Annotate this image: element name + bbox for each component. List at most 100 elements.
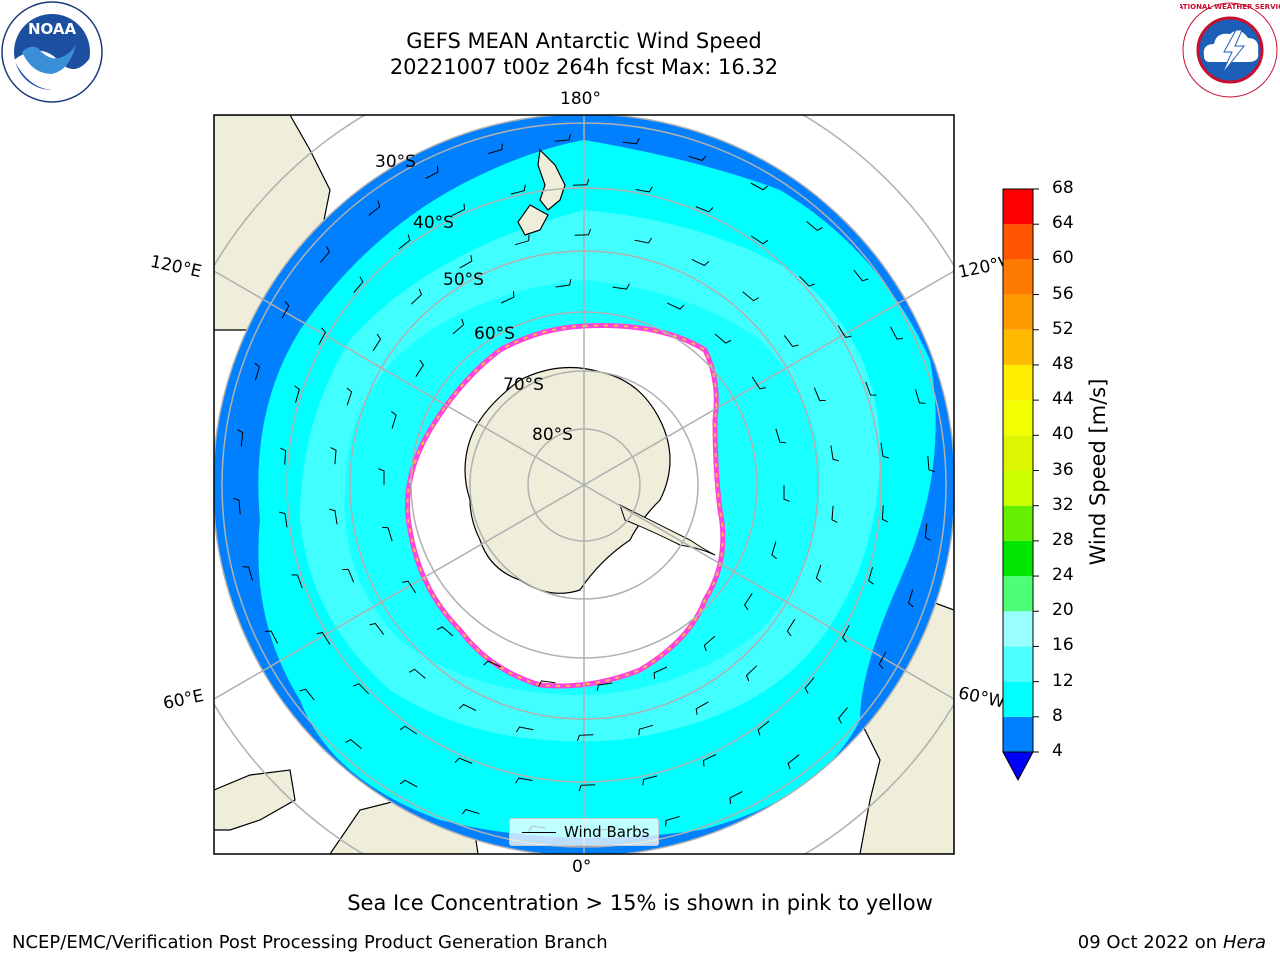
wind-barb: [878, 651, 887, 670]
wind-barb: [461, 808, 480, 815]
wind-barb: [702, 753, 717, 767]
colorbar-label: Wind Speed [m/s]: [1086, 378, 1110, 566]
wind-barb: [330, 447, 337, 465]
wind-barb: [666, 302, 685, 310]
footer-date: 09 Oct 2022 on: [1077, 932, 1223, 953]
colorbar-bin-32-36: [1003, 470, 1033, 506]
wind-barb: [454, 757, 473, 764]
wind-barb: [318, 327, 327, 345]
wind-barb: [451, 203, 466, 217]
wind-barb: [483, 660, 502, 668]
lon-label-0: 0°: [572, 857, 592, 877]
wind-barb: [342, 568, 355, 583]
wind-barb: [907, 589, 914, 608]
wind-barb: [279, 447, 287, 465]
wind-barb: [691, 258, 710, 267]
colorbar-bin-60-64: [1003, 224, 1033, 260]
antarctica-land: [464, 366, 671, 594]
map-legend: Wind Barbs: [509, 818, 659, 846]
wind-barb: [799, 275, 815, 287]
wind-barb: [775, 428, 786, 444]
wind-barb: [458, 703, 477, 712]
wind-barb: [745, 665, 758, 682]
colorbar-bin-36-40: [1003, 435, 1033, 471]
graticule: [214, 115, 954, 854]
colorbar-bin-24-28: [1003, 540, 1033, 577]
wind-barb: [320, 246, 331, 263]
colorbar-bin-8-12: [1003, 681, 1033, 717]
wind-barb: [837, 325, 852, 338]
wind-barb: [783, 485, 790, 502]
madagascar-land: [214, 769, 296, 831]
colorbar-tick-label: 8: [1052, 705, 1063, 726]
wind-barb: [612, 283, 630, 290]
colorbar-under-arrow: [1002, 751, 1034, 782]
wind-barb: [787, 754, 800, 770]
colorbar-tick-label: 20: [1052, 600, 1074, 621]
colorbar-tick-label: 4: [1052, 741, 1063, 761]
wind-barb: [353, 683, 369, 695]
wind-barb: [729, 791, 743, 804]
wind-barb: [695, 701, 709, 715]
lat-label-80s: 80°S: [532, 425, 573, 445]
title-line-2: 20221007 t00z 264h fcst Max: 16.32: [389, 55, 779, 79]
wind-barb: [242, 566, 253, 581]
colorbar-bin-20-24: [1003, 576, 1033, 612]
nws-logo: NATIONAL WEATHER SERVICE: [1180, 2, 1280, 98]
caption: Sea Ice Concentration > 15% is shown in …: [347, 891, 933, 915]
wind-barb: [410, 288, 423, 305]
wind-barb: [853, 269, 869, 282]
nws-logo-text: NATIONAL WEATHER SERVICE: [1180, 3, 1280, 11]
wind-barb: [254, 362, 261, 381]
lat-label-40s: 40°S: [413, 213, 454, 233]
wind-barb: [316, 632, 331, 645]
wind-barb: [399, 779, 418, 788]
colorbar-bin-48-52: [1003, 329, 1033, 365]
wind-barb: [459, 255, 473, 269]
wind-barb: [436, 626, 454, 637]
colorbar-bin-64-68: [1003, 189, 1033, 225]
sea-ice-edge-high: [406, 324, 724, 687]
wind-barb: [538, 680, 556, 687]
colorbar-tick-label: 48: [1052, 353, 1074, 374]
colorbar-tick-label: 32: [1052, 494, 1074, 515]
colorbar-tick-label: 52: [1052, 318, 1074, 339]
legend-label: Wind Barbs: [564, 823, 650, 841]
wind-barb: [831, 505, 838, 523]
wind-barb: [880, 442, 889, 459]
wind-barb-legend-line: [522, 831, 556, 833]
colorbar-bin-4-8: [1003, 716, 1033, 752]
wind-barb: [804, 677, 815, 694]
wind-barb: [703, 635, 716, 652]
wind-barb: [642, 775, 658, 786]
wind-barb: [841, 625, 850, 643]
wind-barb: [634, 237, 653, 244]
wind-barb: [452, 318, 465, 335]
lat-label-50s: 50°S: [443, 270, 484, 290]
wind-barb: [294, 385, 300, 404]
wind-barb: [890, 326, 903, 340]
polar-wind-map: [213, 114, 955, 855]
lat-label-60s: 60°S: [474, 324, 515, 344]
wind-barb: [865, 381, 877, 396]
wind-barb: [572, 178, 590, 186]
colorbar-bin-56-60: [1003, 259, 1033, 295]
wind-barb: [515, 777, 533, 784]
wind-barb: [554, 134, 572, 142]
wind-barb: [757, 720, 770, 736]
noaa-logo-text: NOAA: [28, 20, 77, 38]
colorbar-bin-28-32: [1003, 505, 1033, 541]
wind-barb: [399, 725, 417, 735]
noaa-logo: NOAA: [1, 1, 103, 103]
colorbar-bin-40-44: [1003, 400, 1033, 436]
title-line-1: GEFS MEAN Antarctic Wind Speed: [406, 29, 762, 53]
wind-barb: [653, 666, 668, 679]
wind-barb: [806, 221, 823, 232]
wind-barb: [868, 566, 874, 585]
wind-barb: [555, 279, 572, 288]
lat-label-30s: 30°S: [375, 152, 416, 172]
map-frame: [213, 114, 955, 855]
wind-barb: [409, 668, 426, 679]
wind-barb: [514, 234, 530, 246]
wind-barb: [415, 359, 425, 377]
